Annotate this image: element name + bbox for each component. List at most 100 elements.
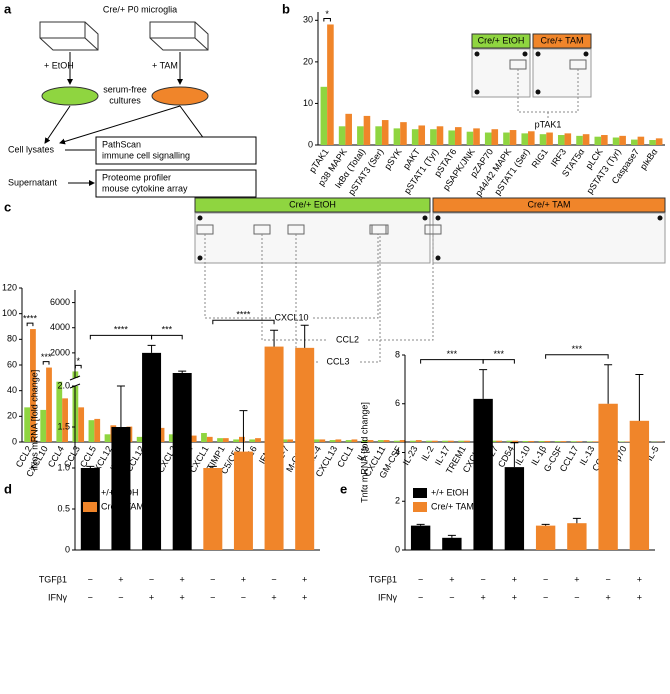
- bar: [46, 367, 52, 442]
- legend-swatch: [413, 502, 427, 512]
- y-tick-label: 1.5: [57, 421, 70, 431]
- condition-name: IFNγ: [378, 592, 397, 602]
- blot-spot: [535, 51, 541, 57]
- inset-label: pTAK1: [535, 119, 562, 129]
- blot-spot: [657, 215, 663, 221]
- y-tick-label: 60: [7, 359, 17, 369]
- bar: [557, 135, 565, 145]
- error-bar: [116, 385, 125, 427]
- y-tick-label: 20: [7, 411, 17, 421]
- bar: [567, 523, 587, 550]
- condition-label: −: [605, 574, 610, 584]
- blot-spot: [583, 51, 589, 57]
- bar: [338, 126, 346, 145]
- condition-label: +: [637, 592, 642, 602]
- condition-label: +: [637, 574, 642, 584]
- step-text: mouse cytokine array: [102, 183, 188, 193]
- condition-label: +: [512, 574, 517, 584]
- axis-break-mark: [69, 375, 81, 381]
- bar: [447, 440, 454, 442]
- bar: [381, 120, 389, 145]
- x-tick-label: IL-10: [513, 444, 532, 467]
- bar: [496, 440, 502, 442]
- blot-spot: [435, 215, 441, 221]
- step-text: PathScan: [102, 139, 141, 149]
- panel-label: e: [340, 481, 347, 496]
- bar: [56, 381, 63, 442]
- bar: [239, 436, 245, 442]
- condition-label: −: [543, 574, 548, 584]
- y-tick-label: 40: [7, 385, 17, 395]
- error-bar: [208, 465, 217, 468]
- x-tick-label: RIG1: [530, 147, 550, 170]
- condition-name: TGFβ1: [39, 574, 67, 584]
- bar: [454, 127, 462, 145]
- inset-label: CCL2: [336, 334, 359, 344]
- bar: [448, 130, 455, 145]
- condition-label: +: [480, 592, 485, 602]
- condition-label: +: [118, 574, 123, 584]
- blot-spot: [435, 255, 441, 261]
- blot-header: [432, 197, 666, 213]
- bar: [631, 139, 638, 145]
- significance-bracket: [323, 17, 331, 22]
- bar: [464, 440, 470, 442]
- bar: [88, 420, 95, 442]
- flask: [39, 21, 99, 51]
- significance-bracket: [74, 364, 82, 369]
- condition-label: −: [418, 592, 423, 602]
- y-tick-label: 2: [395, 496, 400, 506]
- bar: [655, 138, 663, 145]
- significance: ***: [447, 349, 458, 359]
- y-axis-label: Tnfα mRNA [fold change]: [359, 402, 369, 503]
- bar: [576, 441, 583, 442]
- callout: [261, 234, 434, 341]
- bar: [172, 372, 192, 550]
- bar: [168, 434, 175, 442]
- bar: [203, 468, 223, 550]
- y-tick-label: 6: [395, 398, 400, 408]
- error-bar: [479, 369, 488, 399]
- panel-label: a: [4, 1, 12, 16]
- significance-bracket: [151, 334, 183, 340]
- bar: [410, 440, 416, 442]
- bar: [233, 439, 240, 442]
- bar: [222, 438, 229, 442]
- condition-label: +: [180, 574, 185, 584]
- bar: [104, 434, 111, 442]
- callout: [204, 234, 379, 319]
- bar: [426, 440, 432, 442]
- inset-label: CXCL10: [274, 312, 308, 322]
- bar: [357, 126, 364, 145]
- bar: [629, 420, 650, 550]
- bar: [411, 129, 419, 145]
- bar: [264, 346, 284, 550]
- bar: [345, 440, 352, 442]
- bar: [576, 135, 583, 145]
- bar: [377, 440, 384, 442]
- condition-label: +: [180, 592, 185, 602]
- error-bar: [270, 329, 279, 347]
- bar: [40, 409, 47, 442]
- legend-label: +/+ EtOH: [431, 487, 469, 497]
- panel-label: d: [4, 481, 12, 496]
- panel-label: c: [4, 199, 11, 214]
- condition-label: −: [149, 574, 154, 584]
- blot-header-label: Cre/+ TAM: [541, 35, 584, 45]
- error-bar: [300, 324, 309, 348]
- bar: [528, 131, 535, 145]
- error-bar: [572, 517, 581, 524]
- legend-swatch: [83, 488, 97, 498]
- step-label: Supernatant: [8, 177, 58, 187]
- bar: [363, 115, 371, 145]
- x-tick-label: pIκBα: [638, 147, 660, 172]
- blot-header-label: Cre/+ TAM: [528, 199, 571, 209]
- legend-label: Cre/+ TAM: [101, 501, 144, 511]
- significance: ***: [493, 349, 504, 359]
- blot-header: [194, 197, 431, 213]
- condition-label: −: [271, 574, 276, 584]
- y-tick-label: 30: [303, 15, 313, 25]
- flask: [149, 21, 209, 51]
- bar: [430, 129, 437, 145]
- bar: [484, 132, 492, 145]
